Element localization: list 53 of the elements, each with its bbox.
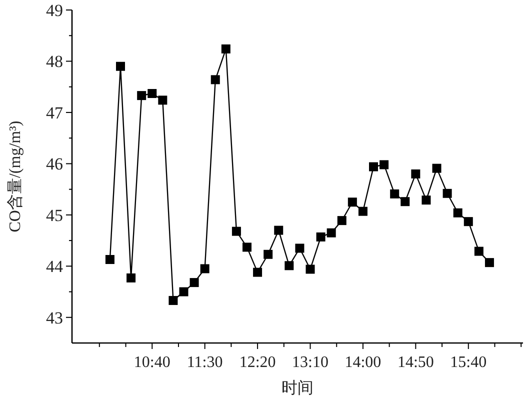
point	[316, 232, 326, 242]
x-tick-label: 14:50	[397, 354, 434, 371]
x-tick-label: 15:40	[450, 354, 487, 371]
point	[390, 189, 400, 198]
point	[253, 268, 262, 277]
x-tick-label: 13:10	[292, 354, 328, 371]
point	[474, 246, 484, 256]
point	[306, 264, 315, 274]
y-tick-label: 47	[46, 103, 64, 122]
point	[369, 162, 378, 172]
point	[284, 261, 294, 270]
point	[168, 296, 178, 305]
y-tick-label: 46	[46, 154, 63, 174]
x-tick-label: 10:40	[134, 354, 170, 371]
point	[126, 273, 136, 282]
x-tick-label: 12:20	[239, 354, 276, 371]
point	[432, 164, 442, 173]
y-tick-label: 44	[46, 257, 64, 276]
point	[453, 208, 462, 218]
y-axis-title: CO含量/(mg/m³)	[6, 120, 24, 232]
point	[464, 217, 473, 226]
point	[221, 44, 230, 54]
point	[148, 89, 157, 98]
y-tick-label: 49	[46, 1, 63, 20]
point	[400, 197, 410, 206]
point	[422, 196, 431, 205]
point	[264, 250, 273, 259]
y-tick-label: 43	[46, 308, 63, 328]
point	[274, 226, 284, 235]
point	[242, 242, 252, 252]
x-tick-label: 14:00	[344, 354, 382, 371]
point	[295, 244, 304, 253]
point	[348, 198, 357, 207]
point	[179, 287, 188, 296]
x-axis-title: 时间	[282, 379, 314, 397]
point	[190, 278, 199, 288]
x-tick-label: 11:30	[186, 354, 223, 371]
point	[137, 91, 146, 100]
point	[105, 254, 114, 264]
y-tick-label: 45	[46, 206, 63, 225]
point	[442, 188, 452, 198]
point	[484, 258, 494, 268]
point	[116, 62, 125, 71]
point	[210, 75, 220, 84]
point	[411, 169, 420, 178]
point	[232, 226, 241, 236]
point	[380, 160, 389, 170]
y-tick-label: 48	[46, 52, 63, 72]
point	[326, 228, 336, 238]
point	[337, 216, 346, 226]
point	[200, 264, 210, 274]
point	[358, 206, 368, 216]
point	[158, 96, 168, 105]
